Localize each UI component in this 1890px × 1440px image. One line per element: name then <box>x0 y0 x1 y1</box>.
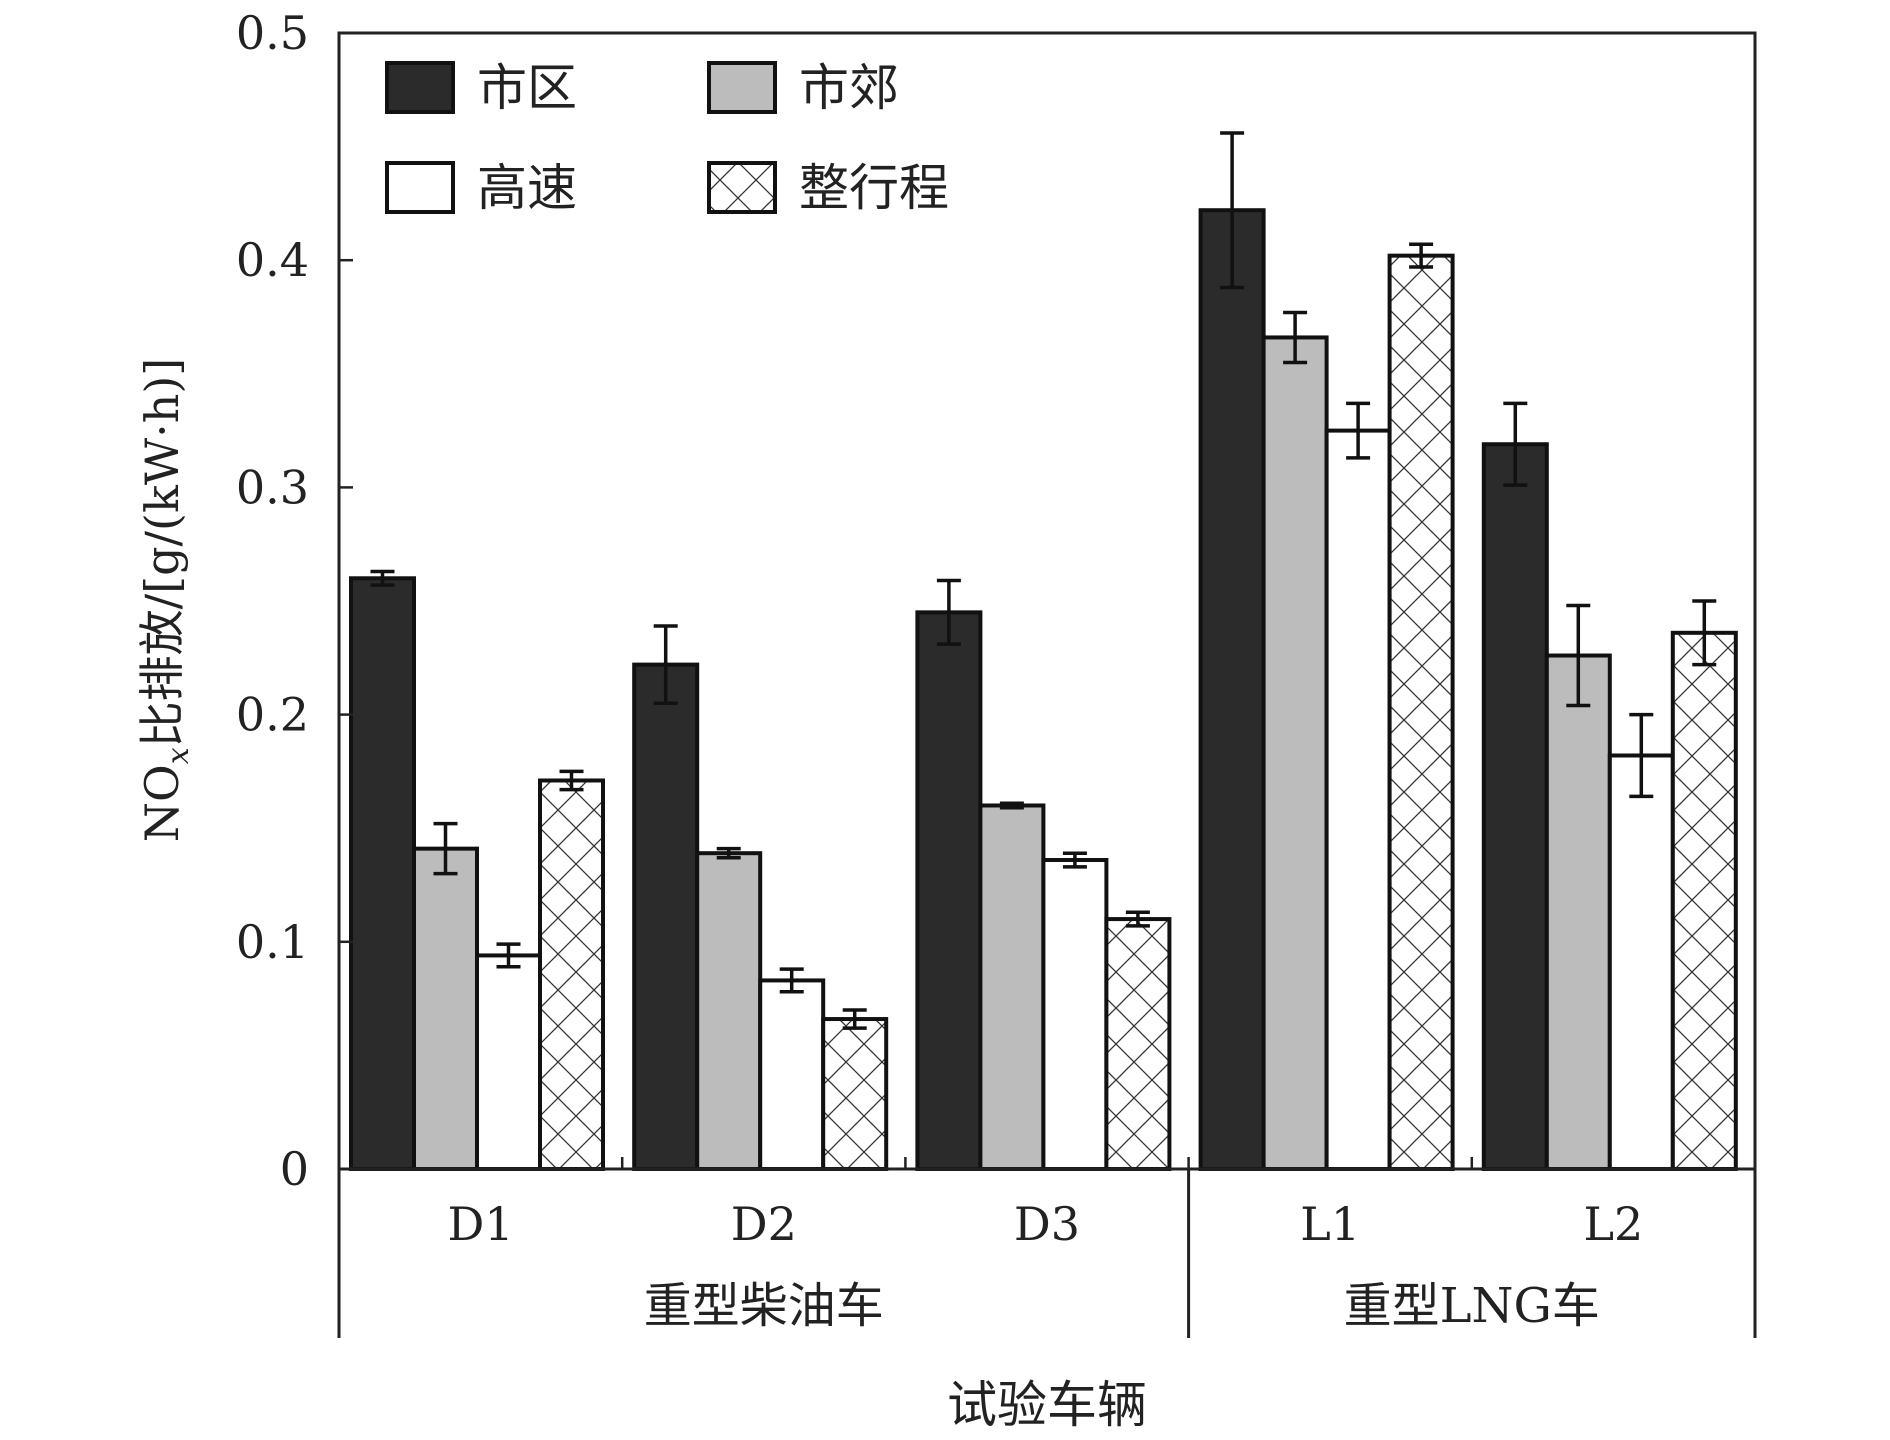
x-axis-title: 试验车辆 <box>947 1376 1147 1434</box>
bar-市郊-L2 <box>1544 653 1612 1171</box>
legend-label: 市郊 <box>799 59 899 117</box>
bar-市区-L1 <box>1198 208 1266 1171</box>
y-axis-title-rest: 比排放/[g/(kW·h)] <box>135 358 189 748</box>
error-bar-市区-L1 <box>1220 131 1245 290</box>
bar-整行程-D2 <box>821 1017 889 1171</box>
error-bar-市郊-D1 <box>433 821 458 876</box>
group-label-0: 重型柴油车 <box>644 1278 884 1334</box>
error-bar-高速-D2 <box>779 967 804 994</box>
legend-swatch <box>707 61 777 114</box>
bar-市区-D2 <box>632 662 700 1172</box>
y-tick-label: 0.1 <box>236 915 309 969</box>
y-tick-label: 0 <box>280 1142 309 1196</box>
bar-市区-D1 <box>349 576 416 1171</box>
bar-市郊-L1 <box>1261 335 1329 1171</box>
legend-swatch <box>385 161 455 214</box>
error-bar-整行程-D3 <box>1125 910 1150 928</box>
legend-item-市区: 市区 <box>385 59 577 117</box>
y-tick-label: 0.2 <box>236 688 309 742</box>
y-tick-label: 0.3 <box>236 460 309 514</box>
error-bar-高速-L2 <box>1629 712 1654 799</box>
bar-整行程-D1 <box>538 778 605 1171</box>
error-bar-整行程-D2 <box>842 1008 867 1030</box>
legend-item-整行程: 整行程 <box>707 159 949 217</box>
legend-label: 市区 <box>477 59 577 117</box>
bar-市郊-D1 <box>412 846 479 1171</box>
legend-swatch <box>385 61 455 114</box>
bar-整行程-L1 <box>1387 253 1455 1171</box>
legend-item-高速: 高速 <box>385 159 577 217</box>
y-axis-title-main: NO <box>135 764 189 842</box>
error-bar-市区-D2 <box>653 624 678 705</box>
bar-高速-L1 <box>1324 428 1392 1172</box>
bar-市郊-D2 <box>695 851 763 1172</box>
x-tick-label-D2: D2 <box>731 1197 797 1251</box>
error-bar-市郊-D3 <box>999 801 1024 810</box>
y-axis-title: NOx比排放/[g/(kW·h)] <box>135 358 196 843</box>
x-tick-label-D1: D1 <box>448 1197 514 1251</box>
plot-frame <box>337 31 1757 1171</box>
error-bar-高速-L1 <box>1346 401 1371 460</box>
error-bar-整行程-D1 <box>559 769 584 792</box>
error-bar-市郊-L1 <box>1283 310 1308 365</box>
error-bar-市郊-L2 <box>1566 603 1591 708</box>
bar-高速-L2 <box>1607 753 1675 1171</box>
bar-市区-D3 <box>915 610 983 1171</box>
error-bar-市区-L2 <box>1503 401 1528 487</box>
legend-label: 高速 <box>477 159 577 217</box>
error-bar-高速-D3 <box>1062 851 1087 869</box>
error-bar-市郊-D2 <box>716 846 741 860</box>
y-tick-label: 0.4 <box>236 233 309 287</box>
y-axis-title-sub: x <box>161 747 196 764</box>
group-label-1: 重型LNG车 <box>1344 1278 1600 1334</box>
bar-高速-D3 <box>1041 858 1109 1171</box>
legend-swatch <box>707 161 777 214</box>
bar-高速-D2 <box>758 978 826 1172</box>
legend-item-市郊: 市郊 <box>707 59 899 117</box>
error-bar-市区-D3 <box>936 578 961 646</box>
plot-area: 0 0.1 0.2 0.3 0.4 0.5 D1 D2 D3 L1 L2 重型柴油车 重型LNG车 市区 市… <box>236 6 1757 1338</box>
x-tick-label-D3: D3 <box>1014 1197 1080 1251</box>
y-tick-label: 0.5 <box>236 6 309 60</box>
bar-整行程-L2 <box>1670 630 1738 1171</box>
legend-label: 整行程 <box>799 159 949 217</box>
x-tick-label-L2: L2 <box>1583 1197 1643 1251</box>
error-bar-市区-D1 <box>370 569 395 587</box>
error-bar-整行程-L2 <box>1692 599 1717 667</box>
x-tick-label-L1: L1 <box>1300 1197 1360 1251</box>
bar-整行程-D3 <box>1104 917 1172 1172</box>
error-bar-高速-D1 <box>496 942 521 969</box>
bar-高速-D1 <box>475 953 542 1171</box>
bar-市郊-D3 <box>978 803 1046 1171</box>
bar-市区-L2 <box>1481 442 1549 1171</box>
error-bar-整行程-L1 <box>1409 242 1434 269</box>
